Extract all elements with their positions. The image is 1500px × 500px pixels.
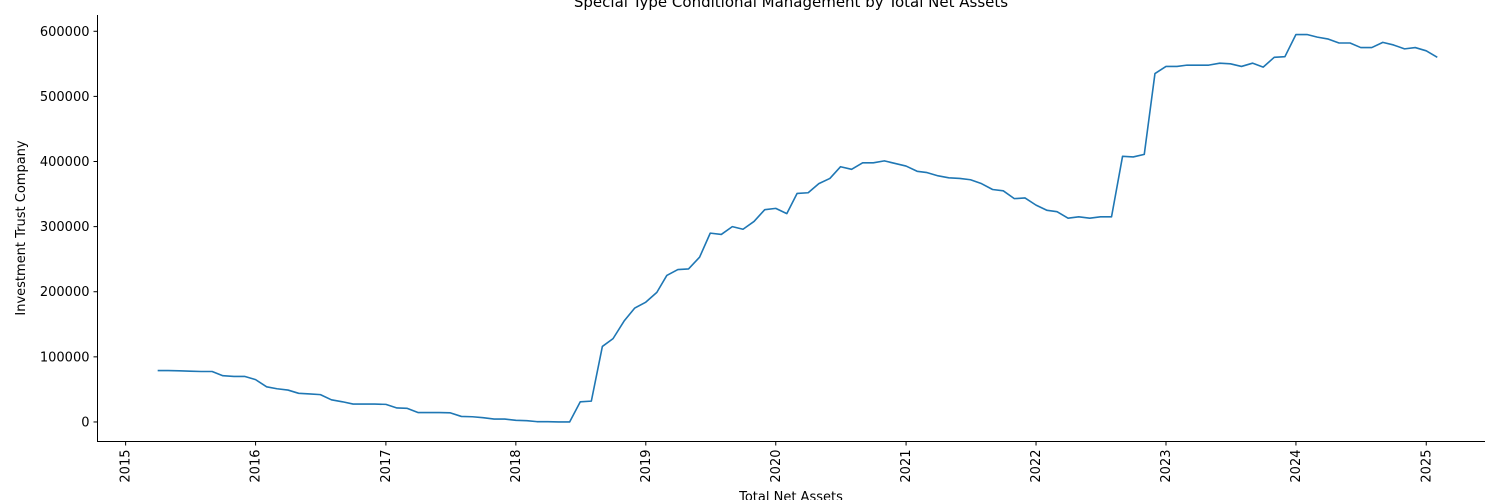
x-tick-label: 2016 xyxy=(249,450,264,483)
series-line xyxy=(158,35,1438,422)
y-tick-label: 500000 xyxy=(40,90,90,105)
x-tick-label: 2015 xyxy=(119,450,134,483)
y-tick-label: 300000 xyxy=(40,220,90,235)
x-tick-label: 2021 xyxy=(899,450,914,483)
y-tick-label: 600000 xyxy=(40,25,90,40)
x-axis-ticks: 2015 2016 2017 2018 2019 2020 2021 2022 2023 2024… xyxy=(119,442,1435,483)
x-axis-label: Total Net Assets xyxy=(738,490,843,500)
x-tick-label: 2022 xyxy=(1029,450,1044,483)
y-axis-ticks: 0 100000 200000 300000 400000 500000 600000 xyxy=(40,25,98,431)
x-tick-label: 2017 xyxy=(379,450,394,483)
x-tick-label: 2019 xyxy=(639,450,654,483)
y-tick-label: 200000 xyxy=(40,285,90,300)
x-tick-label: 2025 xyxy=(1419,450,1434,483)
x-tick-label: 2023 xyxy=(1159,450,1174,483)
x-tick-label: 2018 xyxy=(509,450,524,483)
y-tick-label: 400000 xyxy=(40,155,90,170)
y-axis-label: Investment Trust Company xyxy=(14,140,29,316)
x-tick-label: 2024 xyxy=(1289,450,1304,483)
x-tick-label: 2020 xyxy=(769,450,784,483)
y-tick-label: 100000 xyxy=(40,350,90,365)
chart-title: Special Type Conditional Management by T… xyxy=(574,0,1008,11)
y-tick-label: 0 xyxy=(81,415,89,430)
